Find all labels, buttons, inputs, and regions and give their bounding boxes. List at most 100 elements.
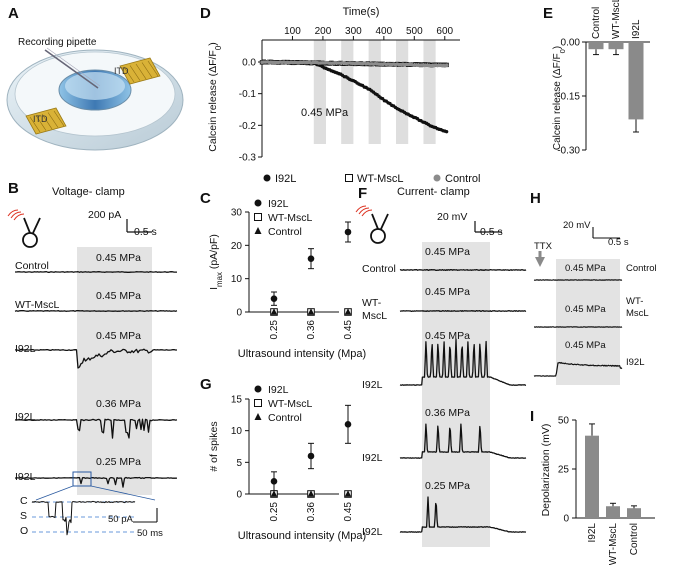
d-legend-label-WT-MscL: WT-MscL xyxy=(357,173,403,185)
g-x-tick-label-1: 0.36 xyxy=(306,502,317,522)
itd-electrode xyxy=(129,65,141,81)
d-pressure-label: 0.45 MPa xyxy=(301,107,349,119)
g-point-I92L-2 xyxy=(344,421,352,428)
itd-electrode xyxy=(41,113,53,130)
panel-d-letter: D xyxy=(200,5,211,22)
d-x-axis-title: Time(s) xyxy=(343,6,380,18)
e-bar-WT-MscL xyxy=(608,42,624,50)
h-row-label-wt: WT-MscL xyxy=(626,296,649,319)
f-ultrasound-wave-icon xyxy=(355,205,367,213)
g-y-tick-label: 10 xyxy=(231,426,243,437)
c-x-tick-label-0: 0.25 xyxy=(269,320,280,340)
f-cell-icon xyxy=(370,228,386,244)
b-inset-trace xyxy=(31,500,136,536)
b-row-label-i92l-045: I92L xyxy=(15,343,36,355)
f-trace-i92l-025 xyxy=(399,496,527,533)
f-trace-i92l-045 xyxy=(399,338,527,386)
g-point-I92L-1 xyxy=(307,452,315,460)
i-y-tick-label: 25 xyxy=(558,465,570,476)
ttx-label: TTX xyxy=(534,241,552,252)
d-stim-window-1 xyxy=(341,40,354,144)
panel-c-letter: C xyxy=(200,190,211,207)
d-point-I92L xyxy=(444,129,449,134)
d-legend-label-I92L: I92L xyxy=(275,173,296,185)
f-ultrasound-wave-icon xyxy=(358,207,370,215)
d-y-tick-label: -0.3 xyxy=(239,153,257,164)
f-row-label-i92l-045: I92L xyxy=(362,379,383,391)
itd-electrode xyxy=(147,60,159,77)
panel-i-letter: I xyxy=(530,408,535,425)
b-row-pressure-wt: 0.45 MPa xyxy=(96,290,141,302)
f-trace-wt xyxy=(399,310,527,312)
b-ultrasound-wave-icon xyxy=(13,213,25,221)
c-y-tick-label: 30 xyxy=(231,208,243,219)
h-trace-i92l xyxy=(533,361,623,377)
f-row-label-control: Control xyxy=(362,263,396,275)
c-legend-marker-WT-MscL xyxy=(254,213,262,221)
d-x-tick-label: 100 xyxy=(284,26,301,37)
b-row-label-i92l-025: I92L xyxy=(15,471,36,483)
panel-f-letter: F xyxy=(358,185,368,202)
itd-electrode xyxy=(123,66,135,83)
c-point-I92L-0 xyxy=(270,295,278,302)
d-legend-marker-WT-MscL xyxy=(345,174,353,182)
i-y-tick-label: 0 xyxy=(563,514,569,525)
i-y-axis-title: Depolarization (mV) xyxy=(540,424,552,517)
h-row-pressure-control: 0.45 MPa xyxy=(565,263,606,274)
h-row-pressure-wt: 0.45 MPa xyxy=(565,304,606,315)
h-row-pressure-i92l: 0.45 MPa xyxy=(565,340,606,351)
h-scale-time: 0.5 s xyxy=(608,237,629,248)
panel-b-letter: B xyxy=(8,180,19,197)
b-trace-i92l-036 xyxy=(14,418,178,439)
e-y-axis-title-text: Calcein release (ΔF/F0) xyxy=(552,46,567,150)
b-cell-icon xyxy=(22,232,38,248)
b-row-label-control: Control xyxy=(15,260,49,272)
e-category-label-I92L: I92L xyxy=(631,19,642,39)
e-bar-I92L xyxy=(628,42,644,120)
g-y-tick-label: 15 xyxy=(231,395,243,406)
panel-g-letter: G xyxy=(200,376,212,393)
d-stim-window-3 xyxy=(396,40,409,144)
b-trace-control xyxy=(15,271,177,273)
d-legend-marker-I92L xyxy=(263,174,271,182)
g-point-I92L-0 xyxy=(270,478,278,485)
g-legend-marker-I92L xyxy=(254,385,262,393)
d-y-tick-label: -0.1 xyxy=(239,89,257,100)
d-stim-window-0 xyxy=(313,40,326,144)
i-bar-I92L xyxy=(585,435,599,518)
itd-electrode xyxy=(29,116,41,133)
f-row-pressure-i92l-045: 0.45 MPa xyxy=(425,330,470,342)
b-electrode-icon xyxy=(32,217,41,234)
c-legend-label-Control: Control xyxy=(268,226,302,238)
g-x-tick-label-0: 0.25 xyxy=(269,502,280,522)
d-x-tick-label: 500 xyxy=(406,26,423,37)
itd-electrode xyxy=(141,62,153,78)
g-y-axis-title: # of spikes xyxy=(208,421,220,471)
e-y-tick-label: -0.15 xyxy=(557,92,580,103)
f-scale-voltage: 20 mV xyxy=(437,211,468,223)
panel-h-letter: H xyxy=(530,190,541,207)
h-row-label-control: Control xyxy=(626,263,657,274)
d-point-Control xyxy=(444,63,449,68)
f-trace-control xyxy=(399,269,527,271)
b-ultrasound-wave-icon xyxy=(10,211,22,219)
i-category-label-WT-MscL: WT-MscL xyxy=(608,523,619,565)
recording-pipette-label: Recording pipette xyxy=(18,37,97,48)
i-category-label-Control: Control xyxy=(629,523,640,555)
b-stimulus-shade xyxy=(77,247,152,495)
inset-scale-current: 50 pA xyxy=(108,514,133,525)
g-legend-marker-Control xyxy=(254,413,262,420)
g-x-axis-title: Ultrasound intensity (Mpa) xyxy=(238,530,366,542)
c-legend-label-WT-MscL: WT-MscL xyxy=(268,212,312,224)
b-row-pressure-i92l-036: 0.36 MPa xyxy=(96,398,141,410)
g-legend-label-Control: Control xyxy=(268,412,302,424)
itd-label-right: ITD xyxy=(114,66,129,76)
f-row-pressure-control: 0.45 MPa xyxy=(425,246,470,258)
i-bar-Control xyxy=(627,508,641,518)
f-electrode-icon xyxy=(371,213,379,230)
b-trace-wt xyxy=(14,310,178,312)
current-clamp-title: Current- clamp xyxy=(397,186,470,198)
d-x-tick-label: 200 xyxy=(315,26,332,37)
